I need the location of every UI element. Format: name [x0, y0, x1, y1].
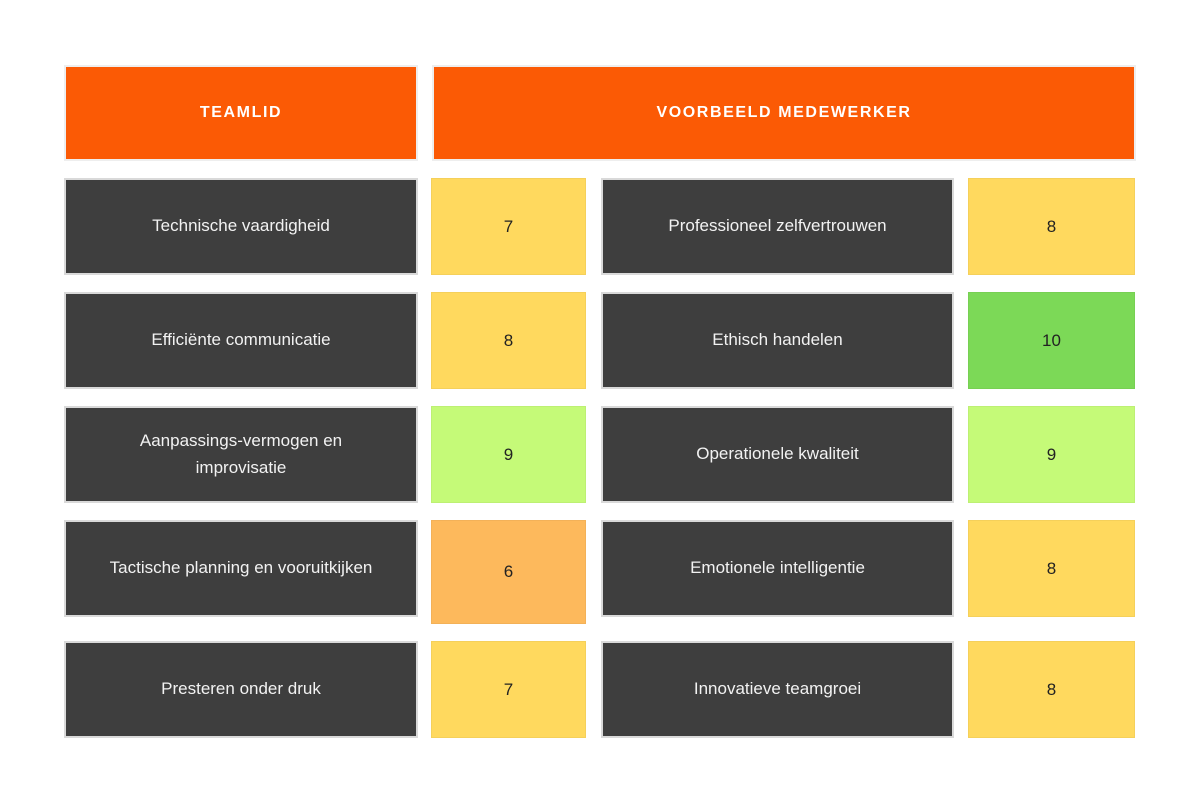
score-cell: 8	[968, 520, 1135, 617]
table-row: Presteren onder druk 7 Innovatieve teamg…	[64, 641, 1136, 738]
skill-label-cell: Presteren onder druk	[64, 641, 418, 738]
scorecard-grid: TEAMLID VOORBEELD MEDEWERKER Technische …	[64, 65, 1136, 755]
header-cell-voorbeeld-medewerker: VOORBEELD MEDEWERKER	[432, 65, 1136, 161]
skill-label: Professioneel zelfvertrouwen	[668, 216, 887, 236]
skill-label-cell: Operationele kwaliteit	[601, 406, 954, 503]
score-value: 8	[1046, 558, 1057, 578]
score-value: 6	[503, 562, 514, 581]
score-value: 8	[1046, 679, 1057, 699]
skill-label-cell: Technische vaardigheid	[64, 178, 418, 275]
header-row: TEAMLID VOORBEELD MEDEWERKER	[64, 65, 1136, 161]
score-cell: 7	[431, 641, 586, 738]
skill-label: Efficiënte communicatie	[151, 330, 331, 350]
score-value: 7	[503, 216, 514, 236]
score-cell: 8	[431, 292, 586, 389]
score-cell: 8	[968, 641, 1135, 738]
skill-label: Operationele kwaliteit	[696, 444, 859, 464]
skill-label: Presteren onder druk	[161, 679, 321, 699]
skill-label: Ethisch handelen	[712, 330, 843, 350]
header-label-teamlid: TEAMLID	[199, 104, 283, 121]
skill-label: Tactische planning en vooruitkijken	[109, 558, 373, 578]
score-value: 9	[1046, 444, 1057, 464]
score-value: 8	[503, 330, 514, 350]
score-cell: 7	[431, 178, 586, 275]
skill-label-cell: Aanpassings-vermogen en improvisatie	[64, 406, 418, 503]
score-value: 10	[1042, 330, 1061, 350]
skill-label: Emotionele intelligentie	[690, 558, 865, 578]
table-row: Efficiënte communicatie 8 Ethisch handel…	[64, 292, 1136, 389]
score-value: 8	[1046, 216, 1057, 236]
skill-label-cell: Professioneel zelfvertrouwen	[601, 178, 954, 275]
skill-label-cell: Tactische planning en vooruitkijken	[64, 520, 418, 617]
score-value: 9	[503, 444, 514, 464]
skill-label-cell: Ethisch handelen	[601, 292, 954, 389]
table-row: Technische vaardigheid 7 Professioneel z…	[64, 178, 1136, 275]
skill-label-cell: Emotionele intelligentie	[601, 520, 954, 617]
score-cell: 9	[968, 406, 1135, 503]
skill-label-cell: Innovatieve teamgroei	[601, 641, 954, 738]
header-cell-teamlid: TEAMLID	[64, 65, 418, 161]
header-label-voorbeeld-medewerker: VOORBEELD MEDEWERKER	[656, 104, 912, 121]
skill-label: Technische vaardigheid	[152, 216, 330, 236]
table-row: Aanpassings-vermogen en improvisatie 9 O…	[64, 406, 1136, 503]
score-cell: 6	[431, 520, 586, 624]
score-cell: 10	[968, 292, 1135, 389]
skill-label: Aanpassings-vermogen en improvisatie	[139, 431, 343, 477]
skill-label: Innovatieve teamgroei	[693, 679, 862, 699]
table-row: Tactische planning en vooruitkijken 6 Em…	[64, 520, 1136, 624]
skill-label-cell: Efficiënte communicatie	[64, 292, 418, 389]
score-cell: 9	[431, 406, 586, 503]
score-value: 7	[503, 679, 514, 699]
score-cell: 8	[968, 178, 1135, 275]
